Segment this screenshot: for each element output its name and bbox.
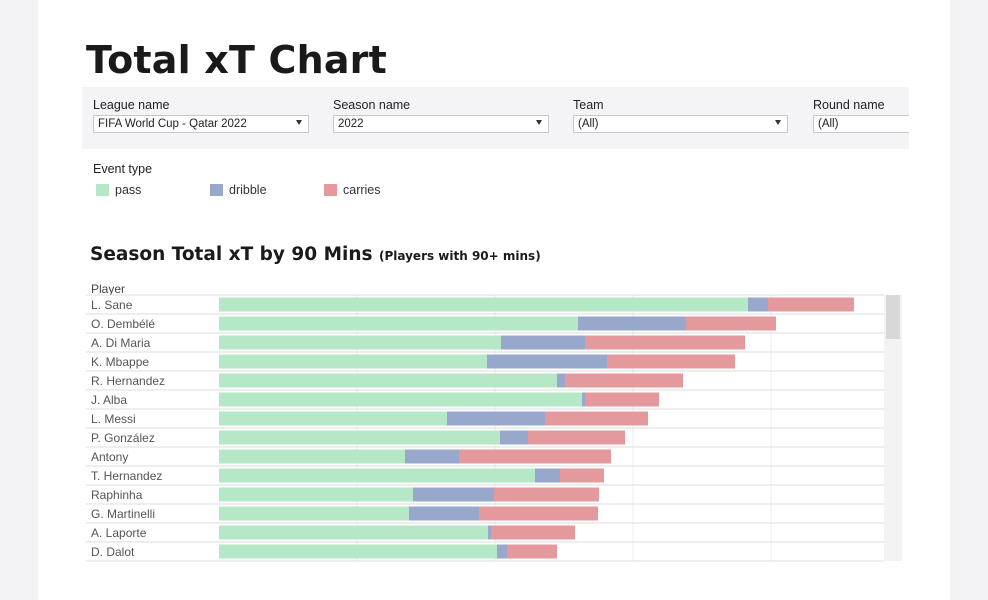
bar-carries[interactable] [585,335,745,350]
chevron-down-icon [775,120,781,125]
legend-item-dribble[interactable]: dribble [210,183,267,197]
bar-pass[interactable] [219,392,582,407]
legend-swatch-dribble [210,184,223,196]
league-select[interactable]: FIFA World Cup - Qatar 2022 [93,115,309,133]
bar-pass[interactable] [219,449,405,464]
legend-label-dribble: dribble [229,183,267,197]
bar-carries[interactable] [507,544,557,559]
chart-title-text: Season Total xT by 90 Mins [90,244,373,265]
legend-label-carries: carries [343,183,381,197]
player-label: Raphinha [91,488,143,502]
bar-dribble[interactable] [413,487,494,502]
round-select[interactable]: (All) [813,115,909,133]
event-type-legend: Event type pass dribble carries [93,162,381,197]
filter-team: Team (All) [573,98,788,133]
filter-round: Round name (All) [813,98,909,133]
team-select[interactable]: (All) [573,115,788,133]
bar-carries[interactable] [585,392,659,407]
player-label: J. Alba [91,393,127,407]
legend-label-pass: pass [115,183,142,197]
legend-item-carries[interactable]: carries [324,183,381,197]
bar-dribble[interactable] [582,392,585,407]
bar-carries[interactable] [607,354,735,369]
player-column-header: Player [91,282,126,296]
bar-pass[interactable] [219,354,487,369]
bar-pass[interactable] [219,430,500,445]
bar-dribble[interactable] [409,506,479,521]
legend-item-pass[interactable]: pass [96,183,141,197]
bar-dribble[interactable] [487,354,607,369]
bar-carries[interactable] [768,297,854,312]
bar-dribble[interactable] [578,316,686,331]
vertical-scrollbar[interactable] [884,295,902,561]
player-label: D. Dalot [91,545,135,559]
player-label: T. Hernandez [91,469,162,483]
xt-bar-chart: Player L. Sane O. Dembélé A. Di Maria K. Mb… [86,280,902,562]
bar-dribble[interactable] [488,525,491,540]
filter-round-label: Round name [813,98,885,112]
player-label: P. González [91,431,155,445]
player-label: A. Di Maria [91,336,151,350]
bar-carries[interactable] [459,449,611,464]
player-label: A. Laporte [91,526,147,540]
filter-season-label: Season name [333,98,411,112]
filter-season: Season name 2022 [333,98,549,133]
bar-pass[interactable] [219,506,409,521]
bar-carries[interactable] [565,373,683,388]
bar-carries[interactable] [545,411,648,426]
bar-dribble[interactable] [405,449,459,464]
season-select[interactable]: 2022 [333,115,549,133]
bar-pass[interactable] [219,373,557,388]
bar-pass[interactable] [219,335,501,350]
player-label: L. Messi [91,412,136,426]
legend-swatch-pass [96,184,109,196]
league-select-value: FIFA World Cup - Qatar 2022 [98,118,247,130]
chart-title: Season Total xT by 90 Mins (Players with… [90,244,541,265]
filter-team-label: Team [573,98,604,112]
filter-league: League name FIFA World Cup - Qatar 2022 [93,98,309,133]
chevron-down-icon [536,120,542,125]
bar-dribble[interactable] [535,468,560,483]
season-select-value: 2022 [338,118,364,130]
player-label: R. Hernandez [91,374,165,388]
bar-pass[interactable] [219,297,748,312]
bar-dribble[interactable] [557,373,565,388]
chevron-down-icon [296,120,302,125]
bar-dribble[interactable] [497,544,507,559]
round-select-value: (All) [818,118,839,130]
bar-pass[interactable] [219,525,488,540]
bar-carries[interactable] [494,487,599,502]
player-label: K. Mbappe [91,355,149,369]
player-label: L. Sane [91,298,133,312]
bar-pass[interactable] [219,411,447,426]
bar-pass[interactable] [219,487,413,502]
chart-subtitle: (Players with 90+ mins) [378,249,541,263]
legend-title: Event type [93,162,153,176]
bar-dribble[interactable] [501,335,585,350]
team-select-value: (All) [578,118,599,130]
bar-carries[interactable] [528,430,625,445]
bar-carries[interactable] [479,506,598,521]
bar-pass[interactable] [219,468,535,483]
player-label: G. Martinelli [91,507,155,521]
filter-league-label: League name [93,98,170,112]
bar-dribble[interactable] [500,430,528,445]
page-title: Total xT Chart [86,38,387,82]
bar-carries[interactable] [491,525,575,540]
player-label: O. Dembélé [91,317,155,331]
filter-bar: League name FIFA World Cup - Qatar 2022 … [82,87,909,149]
bar-carries[interactable] [560,468,604,483]
scrollbar-thumb[interactable] [886,295,900,339]
player-label: Antony [91,450,128,464]
chart-svg: L. Sane O. Dembélé A. Di Maria K. Mbappe R. … [86,294,884,562]
bar-pass[interactable] [219,316,578,331]
bar-dribble[interactable] [748,297,768,312]
bar-dribble[interactable] [447,411,545,426]
legend-swatch-carries [324,184,337,196]
bar-pass[interactable] [219,544,497,559]
bar-carries[interactable] [686,316,776,331]
